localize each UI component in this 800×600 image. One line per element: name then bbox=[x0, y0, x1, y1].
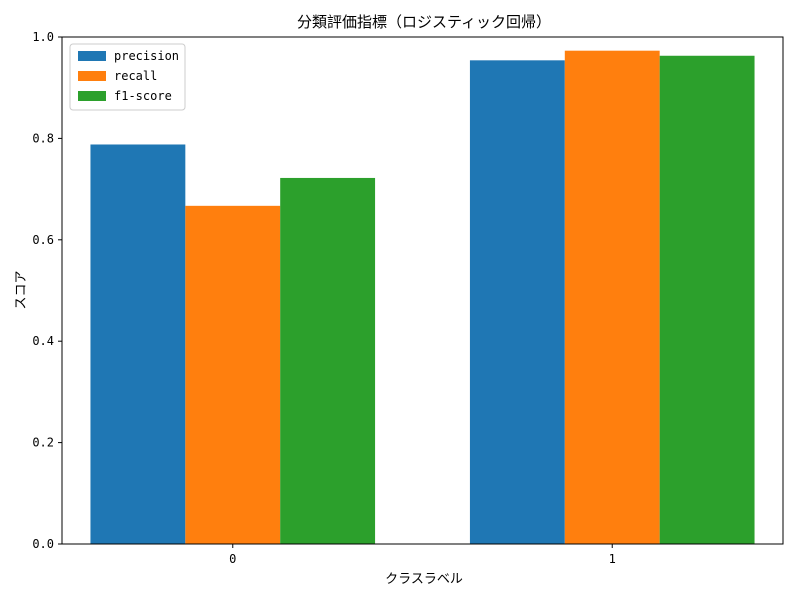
y-tick-label: 0.0 bbox=[32, 537, 54, 551]
x-tick-label: 1 bbox=[609, 552, 616, 566]
bar-f1-score-class-1 bbox=[659, 55, 755, 544]
y-tick-label: 0.2 bbox=[32, 436, 54, 450]
legend-label-precision: precision bbox=[114, 49, 179, 63]
y-tick-label: 1.0 bbox=[32, 30, 54, 44]
legend-swatch-recall bbox=[78, 71, 106, 81]
bars-layer bbox=[90, 50, 755, 545]
x-tick-label: 0 bbox=[229, 552, 236, 566]
y-axis-label: スコア bbox=[14, 270, 29, 309]
bar-recall-class-0 bbox=[185, 205, 281, 544]
legend-label-recall: recall bbox=[114, 69, 157, 83]
bar-f1-score-class-0 bbox=[280, 177, 376, 545]
plot-frame bbox=[61, 36, 784, 545]
y-tick-label: 0.4 bbox=[32, 334, 54, 348]
x-axis-label: クラスラベル bbox=[385, 572, 463, 587]
legend-swatch-precision bbox=[78, 51, 106, 61]
axes-layer: 0.0 0.2 0.4 0.6 0.8 1.0 0 1 bbox=[32, 30, 784, 566]
legend-swatch-f1-score bbox=[78, 91, 106, 101]
bar-precision-class-1 bbox=[469, 60, 565, 545]
legend-label-f1-score: f1-score bbox=[114, 89, 172, 103]
chart-title: 分類評価指標（ロジスティック回帰） bbox=[297, 13, 551, 31]
bar-recall-class-1 bbox=[564, 50, 660, 545]
legend: precision recall f1-score bbox=[69, 43, 186, 111]
y-tick-label: 0.6 bbox=[32, 233, 54, 247]
bar-precision-class-0 bbox=[90, 144, 186, 544]
y-tick-label: 0.8 bbox=[32, 131, 54, 145]
